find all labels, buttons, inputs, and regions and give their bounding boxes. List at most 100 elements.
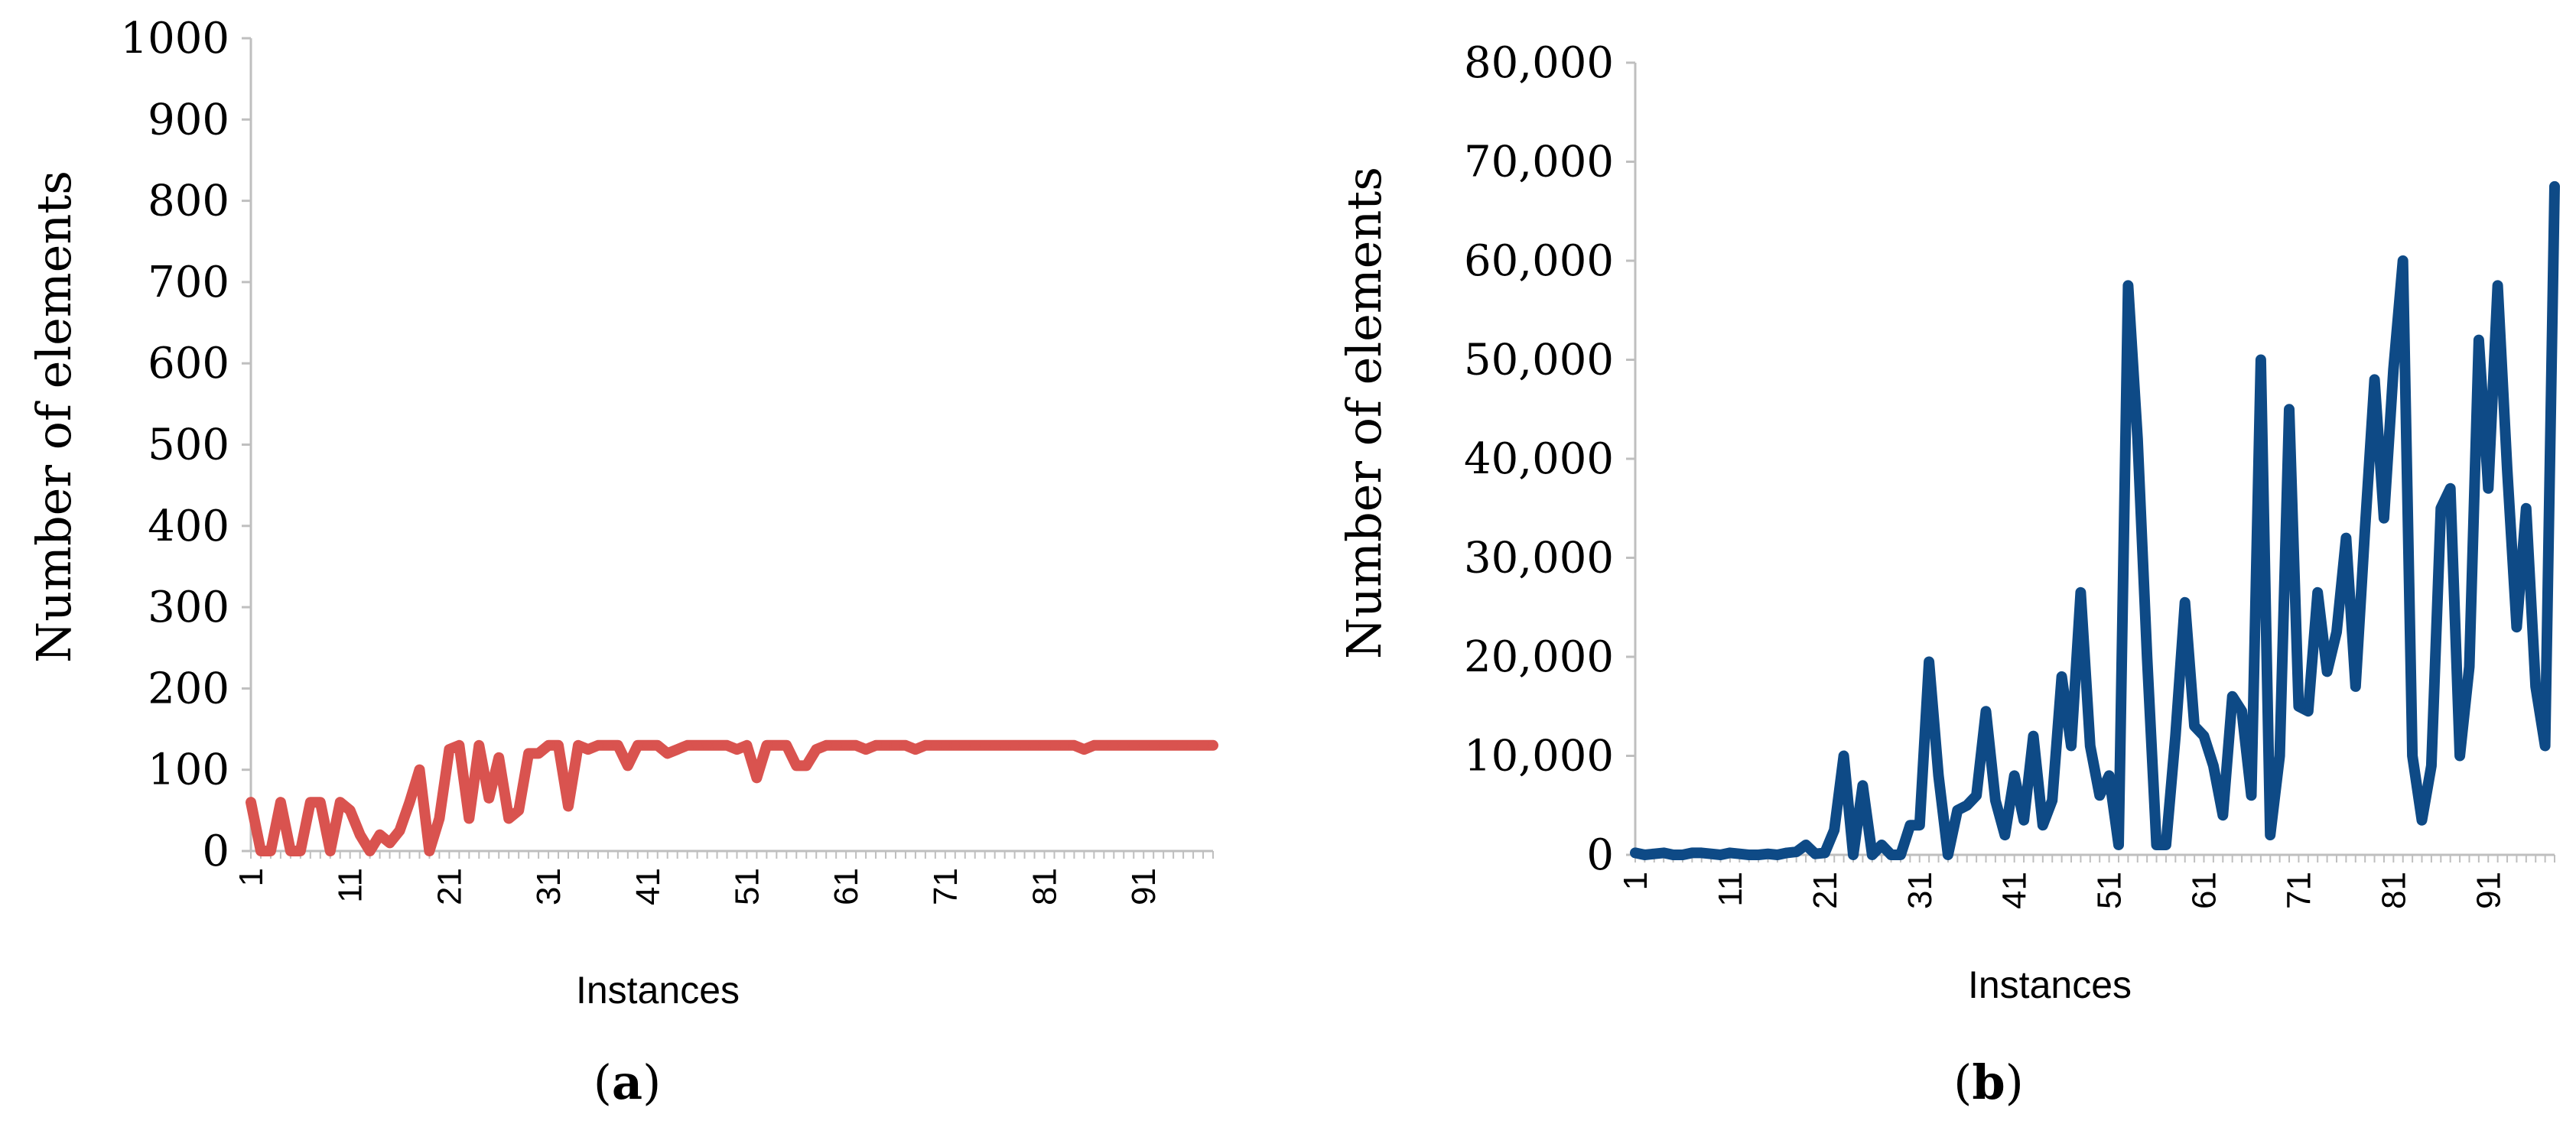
data-point: [1109, 740, 1119, 750]
data-point: [1772, 850, 1782, 859]
y-tick-label: 700: [148, 258, 229, 307]
data-point: [772, 740, 782, 750]
data-point: [1069, 740, 1079, 750]
data-point: [712, 740, 722, 750]
data-point: [335, 798, 345, 807]
y-tick-label: 200: [148, 664, 229, 713]
data-point: [1668, 850, 1678, 859]
y-tick-label: 20,000: [1464, 632, 1614, 682]
data-point: [792, 761, 802, 771]
x-tick-label: 11: [332, 868, 369, 903]
data-point: [1687, 848, 1697, 858]
y-tick-label: 70,000: [1464, 138, 1614, 187]
data-point: [554, 740, 563, 750]
x-tick-label: 91: [2470, 872, 2507, 909]
data-point: [1801, 840, 1811, 849]
y-tick-label: 80,000: [1464, 38, 1614, 88]
data-point: [305, 798, 315, 807]
data-point: [2313, 587, 2323, 597]
data-point: [1678, 850, 1687, 859]
data-point: [2455, 751, 2465, 761]
data-point: [2142, 652, 2152, 661]
panel-label-close: ): [642, 1054, 661, 1110]
chart-panel-b: 0 10,000 20,000 30,000 40,000 50,000 60,000 70,…: [1336, 38, 2560, 1110]
series-points: [246, 740, 1218, 856]
data-point: [702, 740, 712, 750]
data-point: [910, 745, 920, 755]
data-point: [871, 740, 881, 750]
data-point: [285, 846, 295, 856]
data-point: [2483, 483, 2493, 493]
data-point: [2417, 815, 2427, 825]
y-tick-label: 300: [148, 583, 229, 632]
data-point: [652, 740, 662, 750]
data-point: [2208, 761, 2218, 771]
series-points: [1631, 181, 2559, 859]
data-point: [2275, 751, 2285, 761]
x-tick-label: 11: [1712, 872, 1749, 907]
data-point: [2322, 667, 2332, 677]
x-tick-label: 81: [2375, 872, 2412, 909]
data-point: [642, 740, 652, 750]
data-point: [1640, 850, 1650, 859]
data-point: [2161, 840, 2171, 849]
data-point: [1706, 849, 1716, 859]
data-point: [355, 830, 365, 840]
data-point: [940, 740, 950, 750]
panel-label-letter: a: [612, 1054, 642, 1110]
x-tick-label: 51: [728, 868, 766, 905]
data-point: [2180, 597, 2190, 607]
data-point: [2171, 731, 2181, 741]
data-point: [2028, 731, 2038, 741]
data-point: [841, 740, 851, 750]
data-point: [415, 765, 424, 775]
data-point: [2047, 795, 2057, 805]
data-point: [881, 740, 890, 750]
data-point: [1754, 850, 1764, 859]
x-tick-label: 71: [2280, 872, 2317, 909]
data-point: [1924, 657, 1934, 667]
data-point: [2379, 513, 2389, 523]
data-point: [603, 740, 613, 750]
data-point: [2464, 662, 2474, 671]
data-point: [2540, 741, 2550, 751]
y-tick-label: 900: [148, 95, 229, 145]
data-point: [454, 740, 464, 750]
x-tick-group: 1 11 21 31 41 51 61 71 81 91: [1617, 855, 2555, 909]
data-point: [1659, 848, 1669, 858]
data-point: [1725, 848, 1735, 858]
data-point: [752, 773, 762, 783]
data-point: [2521, 503, 2531, 513]
data-point: [534, 749, 544, 759]
data-point: [474, 740, 484, 750]
y-tick-label: 10,000: [1464, 732, 1614, 781]
data-point: [246, 798, 255, 807]
data-point: [2369, 375, 2379, 385]
data-point: [950, 740, 960, 750]
data-point: [2218, 811, 2228, 820]
data-point: [275, 798, 285, 807]
data-point: [444, 745, 454, 755]
data-point: [2294, 701, 2304, 711]
data-point: [2227, 691, 2237, 701]
data-point: [2114, 840, 2123, 849]
data-point: [1744, 850, 1754, 859]
data-point: [1820, 848, 1830, 858]
y-axis-title: Number of elements: [1336, 167, 1392, 659]
x-tick-label: 61: [2186, 872, 2223, 909]
data-point: [2426, 761, 2436, 771]
data-point: [1159, 740, 1169, 750]
data-point: [2246, 791, 2256, 801]
data-point: [1735, 849, 1745, 859]
data-point: [1981, 707, 1991, 716]
y-tick-group: 0 10,000 20,000 30,000 40,000 50,000 60,000 70,…: [1464, 38, 1635, 880]
data-point: [1934, 771, 1943, 781]
data-point: [1943, 850, 1953, 859]
data-point: [1810, 849, 1820, 859]
data-point: [1139, 740, 1149, 750]
data-point: [732, 745, 742, 755]
data-point: [2095, 791, 2105, 801]
data-point: [593, 740, 603, 750]
y-tick-label: 1000: [120, 14, 229, 63]
data-point: [1169, 740, 1179, 750]
